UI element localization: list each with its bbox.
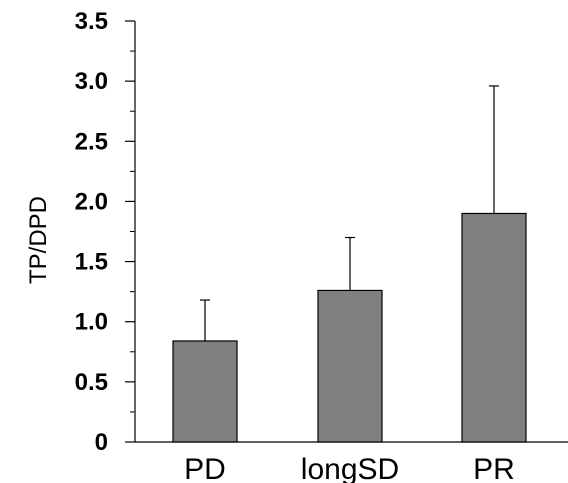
y-tick-label: 3.0 xyxy=(75,68,108,95)
plot-area: 0 0.5 1.0 1.5 2.0 2.5 3.0 3.5 PD longSD PR xyxy=(75,8,568,483)
y-tick-label: 2.0 xyxy=(75,188,108,215)
x-tick-label-PD: PD xyxy=(184,453,226,483)
x-tick-label-longSD: longSD xyxy=(301,453,399,483)
y-tick-label: 0 xyxy=(95,429,108,456)
bar-PD xyxy=(172,340,238,443)
y-tick-label: 1.5 xyxy=(75,249,108,276)
y-tick-label: 1.0 xyxy=(75,309,108,336)
y-tick-label: 3.5 xyxy=(75,8,108,35)
bar-PR xyxy=(461,212,527,443)
y-tick-label: 2.5 xyxy=(75,128,108,155)
bar-longSD xyxy=(317,289,383,443)
y-tick-label: 0.5 xyxy=(75,369,108,396)
y-axis-title: TP/DPD xyxy=(25,196,52,284)
x-tick-label-PR: PR xyxy=(473,453,515,483)
